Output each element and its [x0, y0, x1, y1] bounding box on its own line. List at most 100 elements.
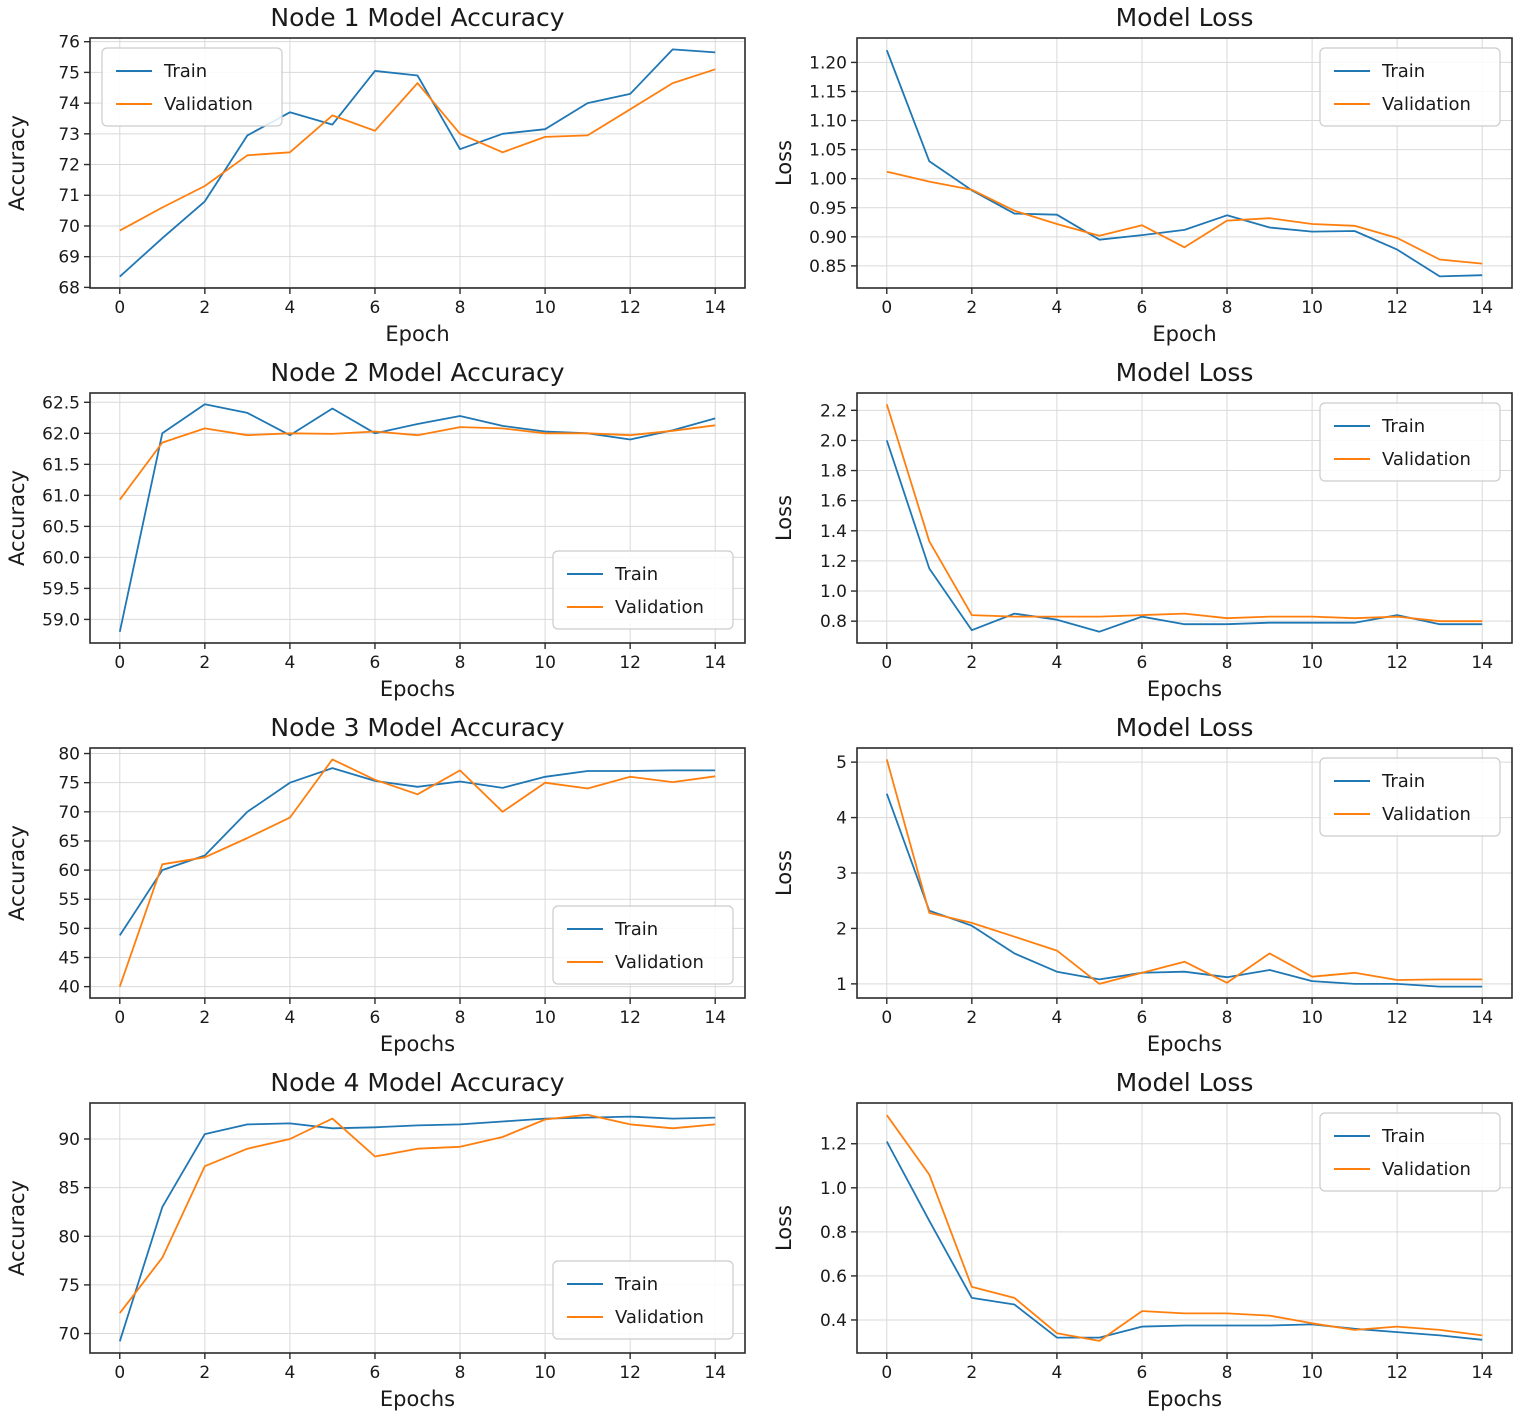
x-tick-label: 0 [114, 1363, 125, 1383]
x-tick-label: 0 [881, 1363, 892, 1383]
y-tick-label: 62.0 [42, 424, 80, 444]
legend-box [1319, 402, 1501, 482]
x-tick-label: 6 [370, 298, 381, 318]
y-tick-label: 1.6 [820, 492, 847, 512]
legend-box [1319, 757, 1501, 837]
validation-legend-label: Validation [164, 94, 253, 115]
y-tick-label: 80 [58, 1227, 80, 1247]
chart-title: Model Loss [1116, 713, 1254, 742]
x-tick-label: 8 [1222, 653, 1233, 673]
x-tick-label: 12 [1386, 653, 1408, 673]
y-tick-label: 60 [58, 861, 80, 881]
x-tick-label: 4 [284, 1008, 295, 1028]
y-axis-label: Loss [772, 140, 796, 186]
x-tick-label: 4 [1051, 298, 1062, 318]
x-tick-label: 6 [1137, 298, 1148, 318]
axes-spines [89, 1102, 746, 1354]
y-tick-label: 1.2 [820, 552, 847, 572]
y-tick-label: 2.2 [820, 401, 847, 421]
x-tick-label: 10 [1301, 653, 1323, 673]
y-tick-label: 0.95 [809, 199, 847, 219]
x-tick-label: 14 [704, 1008, 726, 1028]
validation-line [119, 68, 716, 232]
validation-legend-label: Validation [1382, 1159, 1471, 1180]
x-tick-label: 10 [1301, 1363, 1323, 1383]
y-tick-label: 1.0 [820, 1179, 847, 1199]
y-tick-label: 50 [58, 919, 80, 939]
x-axis-label: Epochs [380, 1032, 455, 1056]
y-tick-label: 75 [58, 1276, 80, 1296]
x-tick-label: 10 [534, 1363, 556, 1383]
legend: Train Validation [1319, 757, 1501, 837]
train-line [885, 793, 1483, 988]
axes-spines [89, 747, 746, 999]
train-line [118, 1115, 716, 1342]
x-tick-label: 4 [1051, 653, 1062, 673]
y-tick-label: 0.8 [820, 612, 847, 632]
y-tick-label: 0.4 [820, 1311, 847, 1331]
y-tick-label: 61.5 [42, 455, 80, 475]
x-tick-label: 12 [1386, 1363, 1408, 1383]
y-axis-label: Accuracy [5, 470, 29, 566]
train-legend-label: Train [1381, 1126, 1425, 1147]
legend: Train Validation [552, 1260, 734, 1340]
x-tick-label: 2 [966, 1363, 977, 1383]
y-tick-label: 40 [58, 978, 80, 998]
chart-node2-loss: 0 2 4 6 8 10 12 14 0.8 1.0 1.2 1.4 1.6 1.8 2.0 2.2 Train… [767, 355, 1535, 710]
train-line [885, 49, 1483, 278]
y-axis-label: Accuracy [5, 115, 29, 211]
y-tick-label: 80 [58, 745, 80, 765]
y-tick-label: 61.0 [42, 486, 80, 506]
validation-line [885, 759, 1483, 985]
x-tick-label: 10 [534, 298, 556, 318]
x-tick-label: 10 [534, 653, 556, 673]
x-tick-label: 14 [1471, 298, 1493, 318]
x-tick-label: 14 [1471, 1363, 1493, 1383]
x-tick-label: 2 [966, 298, 977, 318]
y-tick-label: 59.0 [42, 610, 80, 630]
train-legend-label: Train [614, 1274, 658, 1295]
chart-title: Node 1 Model Accuracy [270, 3, 564, 32]
x-axis-label: Epochs [1147, 1387, 1222, 1411]
train-legend-label: Train [1381, 416, 1425, 437]
legend: Train Validation [1319, 1112, 1501, 1192]
x-tick-label: 0 [881, 1008, 892, 1028]
axes-spines [89, 392, 746, 644]
y-tick-label: 76 [58, 33, 80, 53]
chart-canvas-node2-loss: 0 2 4 6 8 10 12 14 0.8 1.0 1.2 1.4 1.6 1.8 2.0 2.2 Train… [772, 358, 1513, 701]
y-axis-label: Loss [772, 850, 796, 896]
y-tick-label: 1.10 [809, 112, 847, 132]
x-tick-label: 4 [284, 298, 295, 318]
axes-spines [856, 1102, 1513, 1354]
chart-title: Model Loss [1116, 3, 1254, 32]
x-tick-label: 10 [1301, 1008, 1323, 1028]
y-tick-label: 90 [58, 1130, 80, 1150]
train-legend-label: Train [614, 564, 658, 585]
legend-box [552, 905, 734, 985]
x-axis-label: Epoch [385, 322, 449, 346]
chart-node1-loss: 0 2 4 6 8 10 12 14 0.85 0.90 0.95 1.00 1.05 1.10 1.15 1… [767, 0, 1535, 355]
x-tick-label: 0 [114, 1008, 125, 1028]
x-tick-label: 8 [455, 653, 466, 673]
x-tick-label: 12 [619, 653, 641, 673]
legend-box [552, 1260, 734, 1340]
y-tick-label: 73 [58, 125, 80, 145]
x-tick-label: 12 [619, 1363, 641, 1383]
validation-legend-label: Validation [1382, 94, 1471, 115]
x-tick-label: 2 [199, 1008, 210, 1028]
chart-canvas-node3-accuracy: 0 2 4 6 8 10 12 14 40 45 50 55 60 65 70 75 80 Train Valida… [5, 713, 746, 1056]
y-tick-label: 5 [836, 753, 847, 773]
y-tick-label: 1.20 [809, 53, 847, 73]
x-tick-label: 8 [455, 1008, 466, 1028]
chart-canvas-node4-loss: 0 2 4 6 8 10 12 14 0.4 0.6 0.8 1.0 1.2 Train Validatio… [772, 1068, 1513, 1411]
x-tick-label: 2 [199, 298, 210, 318]
x-tick-label: 10 [1301, 298, 1323, 318]
x-tick-label: 6 [1137, 1363, 1148, 1383]
y-tick-label: 1.8 [820, 462, 847, 482]
y-tick-label: 55 [58, 890, 80, 910]
y-tick-label: 0.8 [820, 1223, 847, 1243]
y-tick-label: 3 [836, 864, 847, 884]
y-tick-label: 72 [58, 156, 80, 176]
y-tick-label: 1.00 [809, 170, 847, 190]
